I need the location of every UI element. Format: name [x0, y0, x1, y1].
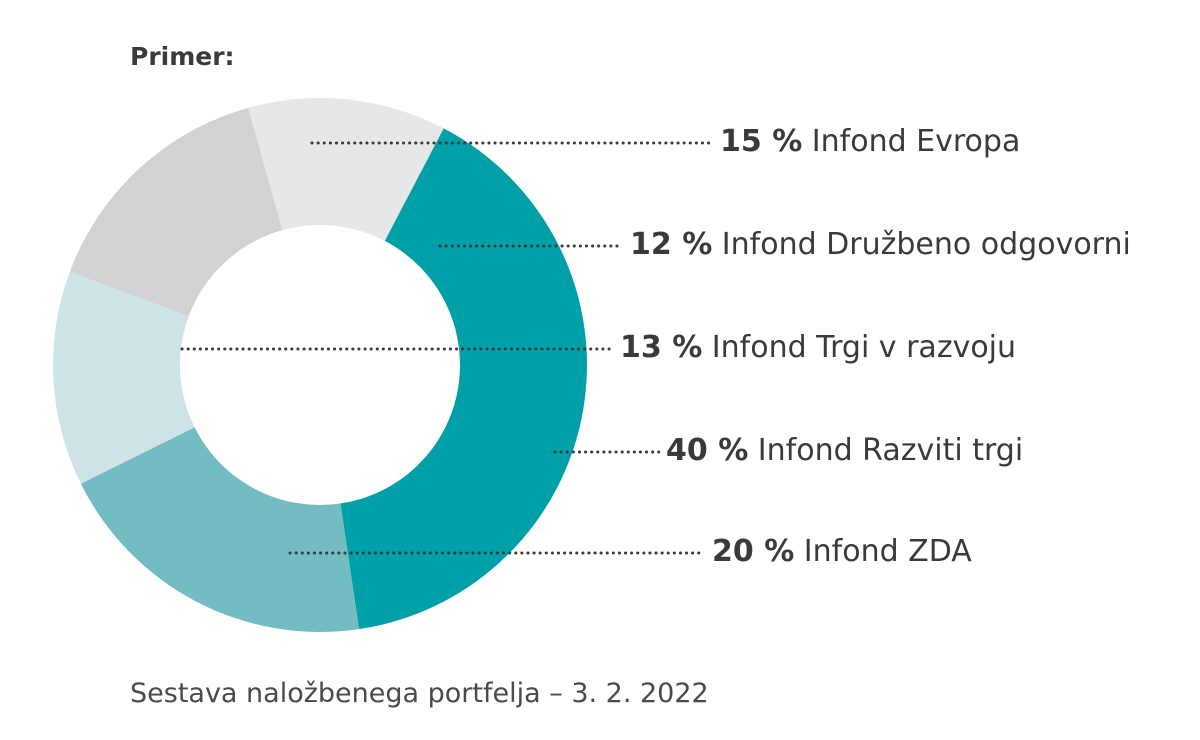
donut-slice-infond-razviti-trgi	[340, 128, 588, 630]
donut-slice-infond-dru-beno-odgovorni	[248, 97, 444, 241]
chart-header-label: Primer:	[130, 42, 235, 71]
donut-slice-infond-zda	[80, 427, 360, 633]
chart-caption: Sestava naložbenega portfelja – 3. 2. 20…	[130, 678, 709, 709]
slice-percent: 40 %	[666, 433, 749, 468]
donut-slice-infond-trgi-v-razvoju	[53, 271, 195, 484]
slice-label: 40 % Infond Razviti trgi	[666, 431, 1023, 471]
donut-slice-infond-evropa	[69, 107, 283, 317]
slice-label: 13 % Infond Trgi v razvoju	[620, 328, 1016, 368]
slice-name: Infond ZDA	[794, 534, 972, 569]
slice-name: Infond Razviti trgi	[748, 433, 1024, 468]
slice-label: 15 % Infond Evropa	[720, 122, 1020, 162]
slice-name: Infond Trgi v razvoju	[702, 330, 1017, 365]
slice-name: Infond Evropa	[802, 124, 1021, 159]
slice-name: Infond Družbeno odgovorni	[712, 227, 1131, 262]
slice-percent: 15 %	[720, 124, 803, 159]
slice-percent: 12 %	[630, 227, 713, 262]
slice-label: 12 % Infond Družbeno odgovorni	[630, 225, 1131, 265]
slice-percent: 20 %	[712, 534, 795, 569]
slice-percent: 13 %	[620, 330, 703, 365]
slice-label: 20 % Infond ZDA	[712, 532, 972, 572]
